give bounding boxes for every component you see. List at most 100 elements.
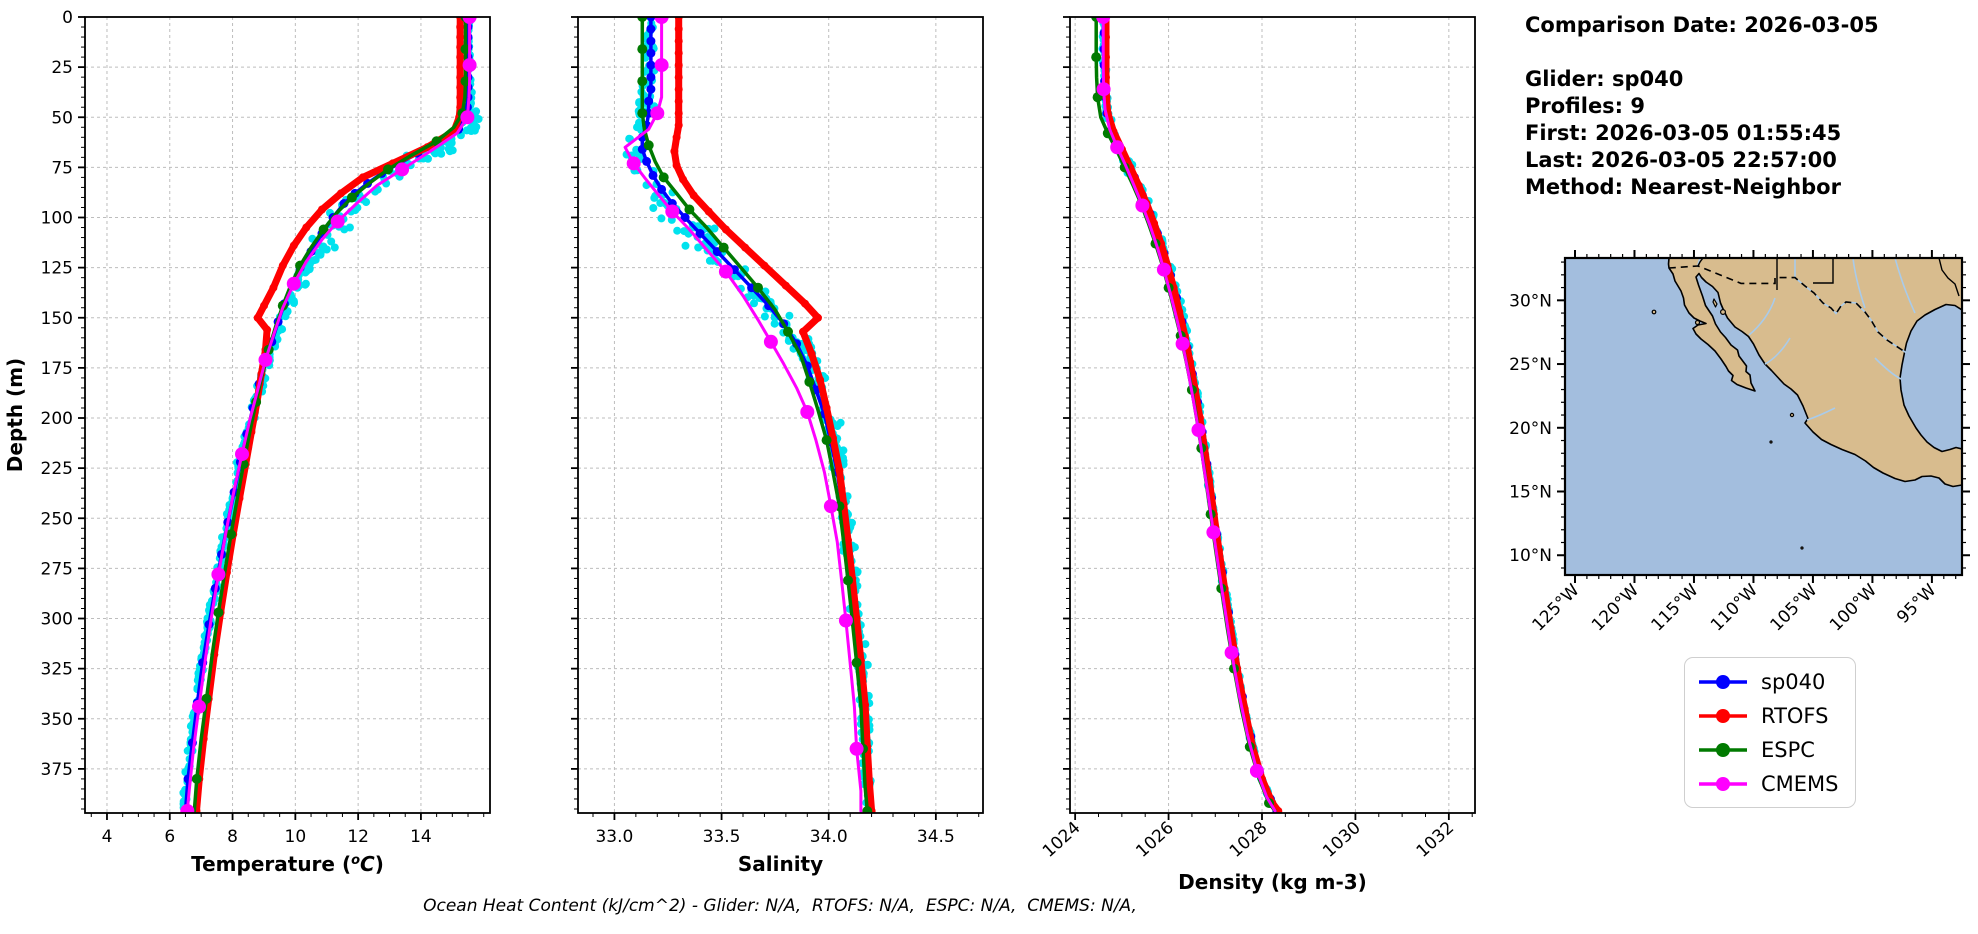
map-lat-label: 30°N: [1509, 291, 1552, 311]
svg-text:1026: 1026: [1132, 818, 1178, 862]
map-lon-label: 110°W: [1707, 580, 1762, 635]
xaxis-label-temperature: Temperature (oC): [191, 852, 384, 876]
info-line: Last: 2026-03-05 22:57:00: [1525, 148, 1837, 172]
xaxis-label-salinity: Salinity: [738, 852, 823, 876]
svg-text:25: 25: [51, 58, 73, 78]
island: [1712, 298, 1718, 308]
series-CMEMS: [180, 17, 477, 813]
legend-sample: [1699, 742, 1747, 757]
svg-text:0: 0: [62, 8, 73, 28]
map-lon-label: 100°W: [1826, 580, 1881, 635]
svg-text:12: 12: [347, 827, 369, 847]
glider-scatter: [622, 19, 875, 807]
river-fuerte: [1764, 337, 1791, 365]
series-CMEMS: [1096, 17, 1277, 813]
info-panel: Comparison Date: 2026-03-05 Glider: sp04…: [1525, 12, 1879, 201]
svg-text:8: 8: [227, 827, 238, 847]
state-border: [1813, 258, 1834, 284]
svg-text:50: 50: [51, 108, 73, 128]
svg-text:125: 125: [41, 259, 73, 279]
svg-text:1032: 1032: [1413, 818, 1459, 862]
chart-temperature: 4 6 8 10 12 14 0 25 50 75 100 125 150 175 200 225 250 275…: [41, 8, 491, 876]
series-sp040: [637, 17, 874, 813]
svg-text:175: 175: [41, 359, 73, 379]
info-line: [1525, 39, 1879, 66]
svg-text:200: 200: [41, 409, 73, 429]
island: [1769, 440, 1773, 444]
svg-text:1024: 1024: [1039, 818, 1085, 862]
legend: sp040 RTOFS ESPC CMEMS: [1684, 657, 1856, 808]
legend-item-sp040: sp040: [1697, 668, 1839, 695]
svg-text:33.5: 33.5: [703, 827, 741, 847]
island: [1800, 546, 1804, 550]
series-RTOFS: [670, 17, 876, 813]
svg-text:75: 75: [51, 158, 73, 178]
svg-text:150: 150: [41, 309, 73, 329]
map-lat-label: 10°N: [1509, 546, 1552, 566]
legend-label: CMEMS: [1761, 771, 1839, 796]
location-map: 30°N 25°N 20°N 15°N 10°N 125°W 120°W 115°W 110°W…: [1509, 250, 1970, 635]
map-lon-label: 105°W: [1766, 580, 1821, 635]
svg-text:225: 225: [41, 459, 73, 479]
legend-label: sp040: [1761, 669, 1826, 694]
legend-item-RTOFS: RTOFS: [1697, 702, 1839, 729]
legend-label: ESPC: [1761, 737, 1815, 762]
chart-density: 1024 1026 1028 1030 1032 Density (kg m-3): [1039, 16, 1476, 894]
river-texas: [1894, 258, 1916, 314]
info-line: Comparison Date: 2026-03-05: [1525, 13, 1879, 37]
series-sp040: [1099, 17, 1282, 813]
svg-text:325: 325: [41, 660, 73, 680]
series-ESPC: [191, 17, 471, 813]
legend-item-CMEMS: CMEMS: [1697, 770, 1839, 797]
legend-sample: [1699, 708, 1747, 723]
land-mass: [1667, 258, 1962, 488]
svg-text:350: 350: [41, 710, 73, 730]
svg-text:1030: 1030: [1319, 818, 1365, 862]
svg-text:1028: 1028: [1226, 818, 1272, 862]
river-santiago: [1806, 407, 1836, 421]
series-RTOFS: [1102, 17, 1283, 813]
river-yaqui: [1748, 297, 1776, 336]
footer-note: Ocean Heat Content (kJ/cm^2) - Glider: N…: [423, 896, 1137, 916]
series-ESPC: [637, 17, 873, 813]
svg-text:275: 275: [41, 559, 73, 579]
island: [1789, 412, 1795, 418]
glider-scatter: [1098, 19, 1276, 806]
svg-text:250: 250: [41, 509, 73, 529]
svg-text:33.0: 33.0: [595, 827, 633, 847]
legend-label: RTOFS: [1761, 703, 1829, 728]
svg-text:300: 300: [41, 610, 73, 630]
series-sp040: [181, 17, 473, 813]
svg-text:34.5: 34.5: [917, 827, 955, 847]
us-mexico-border: [1668, 265, 1907, 354]
profile-charts: 4 6 8 10 12 14 0 25 50 75 100 125 150 175 200 225 250 275…: [3, 8, 1476, 894]
river-panuco: [1874, 357, 1902, 380]
island: [1694, 319, 1701, 326]
state-border: [1697, 258, 1704, 267]
info-line: First: 2026-03-05 01:55:45: [1525, 121, 1842, 145]
svg-text:6: 6: [164, 827, 175, 847]
island: [1651, 309, 1657, 315]
map-lon-label: 95°W: [1893, 580, 1940, 627]
map-lon-label: 115°W: [1648, 580, 1703, 635]
series-RTOFS: [192, 17, 465, 813]
svg-text:4: 4: [102, 827, 113, 847]
map-frame: [1563, 256, 1964, 577]
map-lat-label: 15°N: [1509, 483, 1552, 503]
legend-sample: [1699, 674, 1747, 689]
state-border: [1938, 258, 1960, 297]
island: [1720, 308, 1727, 315]
yaxis-label-depth: Depth (m): [3, 358, 27, 472]
map-lat-label: 20°N: [1509, 419, 1552, 439]
info-line: Glider: sp040: [1525, 67, 1684, 91]
chart-salinity: 33.0 33.5 34.0 34.5 Salinity: [571, 16, 984, 876]
map-features: [1651, 258, 1962, 550]
map-lon-label: 120°W: [1588, 580, 1643, 635]
legend-item-ESPC: ESPC: [1697, 736, 1839, 763]
map-lon-label: 125°W: [1529, 580, 1584, 635]
series-CMEMS: [623, 17, 864, 813]
river-pecos: [1852, 258, 1866, 309]
svg-text:100: 100: [41, 209, 73, 229]
map-lat-label: 25°N: [1509, 355, 1552, 375]
series-ESPC: [1091, 17, 1277, 813]
